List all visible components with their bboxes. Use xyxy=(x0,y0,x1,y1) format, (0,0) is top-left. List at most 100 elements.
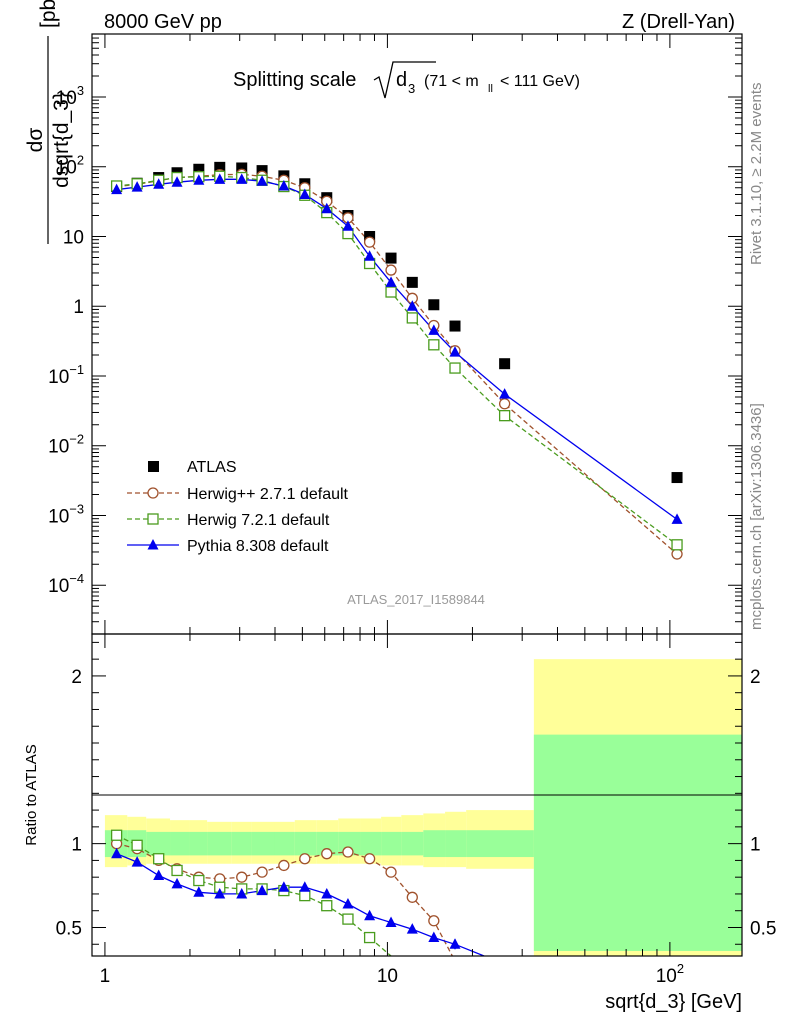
legend-entry-atlas: ATLAS xyxy=(148,459,237,476)
band-inner-bin xyxy=(381,831,402,856)
x-tick-label: 102 xyxy=(656,961,684,987)
point-herwig7 xyxy=(406,312,418,324)
ratio-point-pythia xyxy=(321,887,333,899)
ratio-point-herwigpp xyxy=(321,848,333,860)
point-pythia xyxy=(131,181,143,192)
point-pythia xyxy=(364,250,376,261)
ratio-point-pythia xyxy=(214,887,226,899)
band-inner-bin xyxy=(170,831,190,856)
ratio-point-herwigpp xyxy=(299,853,311,865)
point-pythia xyxy=(193,174,205,185)
ratio-point-pythia xyxy=(406,923,418,934)
legend-marker-herwig7 xyxy=(127,513,179,525)
point-herwigpp xyxy=(385,264,397,276)
point-pythia xyxy=(449,346,461,357)
title-cut-open: (71 < m xyxy=(424,73,479,90)
ratio-point-herwig7 xyxy=(299,889,311,902)
axis-ticks xyxy=(91,33,742,956)
ratio-point-herwig7 xyxy=(153,853,165,865)
main-ylabel: dσ dsqrt{d_3} [pb,GeV -1 ] xyxy=(24,0,73,244)
point-herwigpp xyxy=(671,548,683,560)
sqrt-symbol xyxy=(373,61,436,99)
point-atlas xyxy=(193,163,205,175)
ratio-point-pythia xyxy=(111,847,123,859)
legend-symbol-pythia xyxy=(147,539,159,550)
ratio-point-pythia xyxy=(171,877,183,889)
ratio-point-herwigpp xyxy=(236,871,248,883)
point-pythia xyxy=(385,276,397,287)
point-atlas xyxy=(428,299,440,311)
ylabel-denominator: dsqrt{d_3} xyxy=(50,92,73,188)
legend-marker-atlas xyxy=(148,461,159,472)
ratio-point-herwig7 xyxy=(342,913,354,925)
legend-marker-herwigpp xyxy=(127,487,179,499)
point-pythia xyxy=(278,179,290,191)
uncertainty-band xyxy=(104,659,742,956)
ratio-point-pythia xyxy=(236,887,248,899)
ratio-y-tick-label: 1 xyxy=(71,835,82,856)
ratio-point-herwigpp xyxy=(278,859,290,872)
legend-label-atlas: ATLAS xyxy=(187,459,237,476)
x-axis-label: sqrt{d_3} [GeV] xyxy=(605,991,742,1013)
point-pythia xyxy=(256,175,268,186)
ratio-y-tick-label: 0.5 xyxy=(56,918,82,939)
point-atlas xyxy=(385,252,397,264)
legend: ATLAS Herwig++ 2.7.1 default Herwig 7.2.… xyxy=(127,459,349,555)
main-y-tick-label: 10−1 xyxy=(48,362,84,388)
mcplots-label: mcplots.cern.ch [arXiv:1306.3436] xyxy=(748,403,765,630)
header-left: 8000 GeV pp xyxy=(104,11,222,33)
ylabel-numerator: dσ xyxy=(24,128,47,153)
main-y-tick-label: 10−4 xyxy=(48,571,84,597)
title-cut-close: < 111 GeV) xyxy=(500,73,580,90)
ratio-point-herwig7 xyxy=(171,864,183,877)
point-pythia xyxy=(428,324,440,335)
point-pythia xyxy=(214,173,226,184)
band-inner-bin xyxy=(423,830,446,858)
ratio-point-herwigpp xyxy=(256,866,268,878)
band-inner-bin xyxy=(316,831,339,856)
title-prefix: Splitting scale xyxy=(233,69,356,91)
point-herwig7 xyxy=(498,410,511,422)
ratio-point-herwigpp xyxy=(342,846,354,858)
band-inner-bin xyxy=(401,831,424,856)
title-var: d xyxy=(396,69,407,91)
legend-entry-pythia: Pythia 8.308 default xyxy=(127,538,329,555)
ratio-y-tick-label-right: 1 xyxy=(750,835,761,856)
ratio-y-tick-label-right: 2 xyxy=(750,667,761,688)
point-atlas xyxy=(671,472,683,484)
legend-label-herwigpp: Herwig++ 2.7.1 default xyxy=(187,486,349,503)
ratio-point-pythia xyxy=(193,886,205,897)
plot-title: Splitting scale d 3 (71 < m ll < 111 GeV… xyxy=(233,61,580,99)
point-pythia xyxy=(671,513,683,524)
ratio-point-herwig7 xyxy=(131,839,143,851)
band-inner-bin xyxy=(189,831,208,856)
ratio-point-herwig7 xyxy=(110,829,123,841)
ratio-point-pythia xyxy=(428,931,440,943)
ratio-point-pythia xyxy=(364,909,376,921)
legend-entry-herwig7: Herwig 7.2.1 default xyxy=(127,512,330,529)
band-inner-bin xyxy=(274,831,295,856)
main-y-tick-label: 10 xyxy=(63,227,84,248)
main-series xyxy=(110,161,683,560)
ratio-point-herwig7 xyxy=(193,874,205,887)
legend-entry-herwigpp: Herwig++ 2.7.1 default xyxy=(127,486,349,503)
ratio-point-pythia xyxy=(342,898,354,909)
point-atlas xyxy=(236,162,248,174)
analysis-watermark: ATLAS_2017_I1589844 xyxy=(347,592,485,607)
ylabel-units: [pb,GeV xyxy=(37,0,60,28)
band-inner-bin xyxy=(251,831,275,856)
point-herwigpp xyxy=(498,398,511,410)
point-atlas xyxy=(449,320,461,332)
point-pythia xyxy=(299,188,311,199)
ratio-point-pythia xyxy=(131,856,143,867)
point-herwig7 xyxy=(385,286,397,298)
main-y-tick-label: 10−2 xyxy=(48,432,84,458)
ratio-point-pythia xyxy=(278,881,290,892)
point-pythia xyxy=(236,173,248,184)
title-var-sub: 3 xyxy=(408,81,415,96)
band-inner-bin xyxy=(231,831,252,856)
band-inner-bin xyxy=(445,830,467,858)
main-y-tick-label: 1 xyxy=(73,297,84,318)
point-pythia xyxy=(111,183,123,195)
ratio-y-tick-label: 2 xyxy=(71,667,82,688)
